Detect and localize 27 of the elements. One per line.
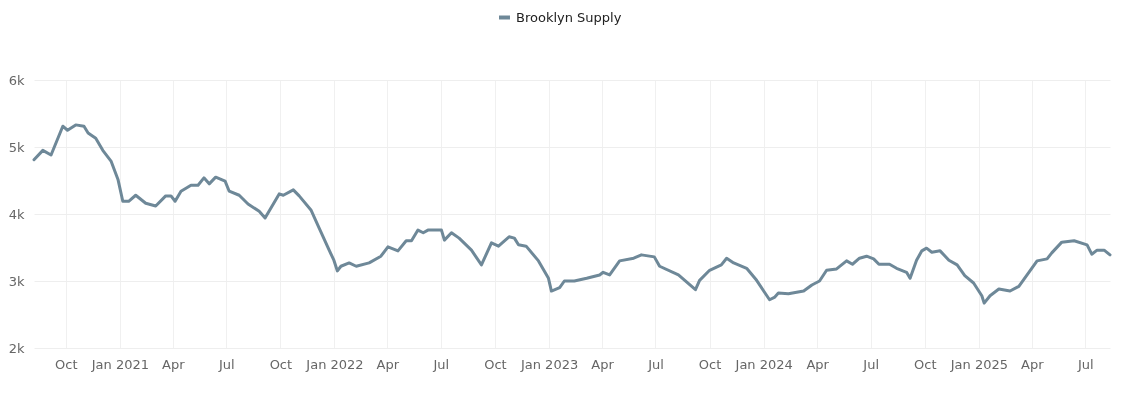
line-series [32,123,1112,305]
y-tick-label: 3k [8,273,25,289]
x-tick-label: Jan 2025 [949,356,1009,372]
y-tick-label: 4k [8,206,25,222]
x-tick-label: Jul [432,356,450,372]
x-tick-label: Jul [862,356,880,372]
x-tick-label: Apr [591,356,615,372]
x-tick-label: Jan 2023 [519,356,579,372]
x-tick-label: Apr [162,356,186,372]
x-tick-label: Jul [217,356,235,372]
x-tick-label: Jan 2021 [90,356,149,372]
x-tick-label: Oct [484,356,507,372]
y-tick-label: 6k [8,72,25,88]
x-tick-label: Apr [376,356,400,372]
legend-label: Brooklyn Supply [516,9,622,25]
x-tick-label: Apr [806,356,830,372]
x-tick-label: Oct [914,356,937,372]
y-tick-label: 2k [8,340,25,356]
x-tick-label: Apr [1021,356,1045,372]
x-tick-label: Oct [698,356,722,372]
x-tick-label: Oct [55,356,78,372]
x-tick-label: Jan 2024 [734,356,793,372]
x-tick-label: Jul [1076,356,1094,372]
x-tick-label: Jul [647,356,664,372]
x-tick-label: Jan 2022 [305,356,364,372]
x-tick-label: Oct [269,356,293,372]
y-tick-label: 5k [8,139,25,155]
